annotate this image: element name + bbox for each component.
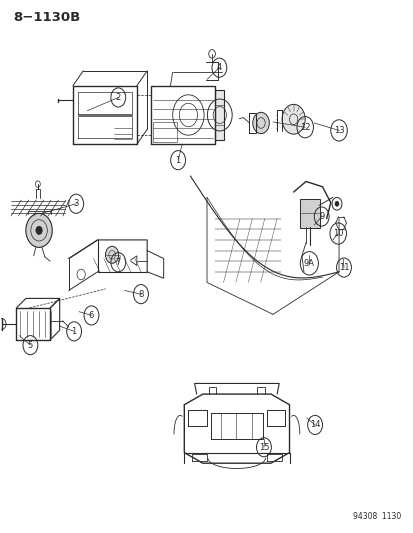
- Text: 13: 13: [333, 126, 344, 135]
- Circle shape: [281, 104, 304, 134]
- Circle shape: [252, 112, 268, 134]
- Text: 14: 14: [309, 421, 320, 430]
- Text: 1: 1: [71, 327, 76, 336]
- FancyBboxPatch shape: [299, 199, 319, 228]
- Text: 2: 2: [115, 93, 121, 102]
- Text: 12: 12: [299, 123, 310, 132]
- Text: 11: 11: [338, 263, 349, 272]
- Text: 94308  1130: 94308 1130: [352, 512, 400, 521]
- Text: 9A: 9A: [303, 259, 314, 268]
- Text: 7: 7: [115, 258, 121, 266]
- Text: 4: 4: [216, 63, 221, 72]
- Text: 8: 8: [138, 289, 143, 298]
- Text: 15: 15: [258, 443, 268, 452]
- Circle shape: [105, 246, 119, 263]
- Text: 9: 9: [318, 212, 323, 221]
- Circle shape: [26, 213, 52, 247]
- Text: 1: 1: [175, 156, 180, 165]
- Text: 6: 6: [88, 311, 94, 320]
- Text: 10: 10: [332, 229, 343, 238]
- FancyBboxPatch shape: [215, 90, 224, 140]
- Circle shape: [36, 226, 42, 235]
- Circle shape: [334, 201, 338, 206]
- Text: 8−1130B: 8−1130B: [13, 11, 80, 25]
- Text: 3: 3: [74, 199, 79, 208]
- Text: 5: 5: [28, 341, 33, 350]
